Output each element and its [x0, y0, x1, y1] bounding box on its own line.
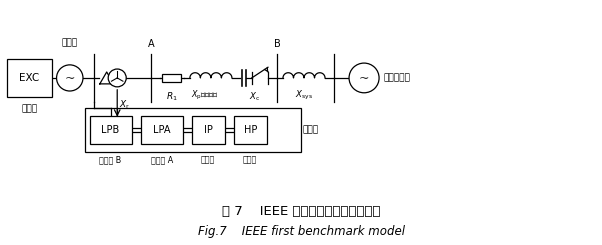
Text: 发电机: 发电机 — [61, 38, 78, 47]
Circle shape — [349, 63, 379, 93]
Text: IP: IP — [203, 125, 213, 135]
Text: 中压缸: 中压缸 — [201, 155, 216, 164]
Text: 无穷大系统: 无穷大系统 — [383, 74, 410, 82]
Text: 低压缸 B: 低压缸 B — [99, 155, 122, 164]
Text: 汽轮机: 汽轮机 — [303, 125, 319, 135]
Text: 图 7    IEEE 第一标准测试模型示意图: 图 7 IEEE 第一标准测试模型示意图 — [222, 205, 380, 218]
Text: EXC: EXC — [19, 73, 39, 83]
Text: $X_\mathrm{p}$串补电容: $X_\mathrm{p}$串补电容 — [191, 89, 219, 102]
Text: LPB: LPB — [102, 125, 120, 135]
Bar — [90, 116, 132, 144]
Text: 励磁机: 励磁机 — [21, 105, 37, 114]
Text: B: B — [273, 39, 281, 49]
Bar — [141, 116, 182, 144]
Bar — [163, 74, 181, 82]
Text: $R_1$: $R_1$ — [166, 90, 178, 103]
Bar — [191, 116, 225, 144]
Text: Fig.7    IEEE first benchmark model: Fig.7 IEEE first benchmark model — [197, 225, 405, 238]
Bar — [7, 59, 52, 97]
Text: A: A — [147, 39, 154, 49]
Text: 高压缸: 高压缸 — [243, 155, 258, 164]
Text: $X_\mathrm{r}$: $X_\mathrm{r}$ — [119, 98, 130, 111]
Text: ~: ~ — [359, 72, 369, 85]
Text: $X_\mathrm{c}$: $X_\mathrm{c}$ — [249, 90, 260, 103]
Bar — [234, 116, 267, 144]
Text: $X_\mathrm{sys}$: $X_\mathrm{sys}$ — [295, 89, 313, 102]
Bar — [85, 108, 301, 152]
Circle shape — [57, 65, 83, 91]
Text: 低压缸 A: 低压缸 A — [150, 155, 173, 164]
Text: ~: ~ — [64, 72, 75, 85]
Text: LPA: LPA — [153, 125, 170, 135]
Text: HP: HP — [244, 125, 257, 135]
Circle shape — [108, 69, 126, 87]
